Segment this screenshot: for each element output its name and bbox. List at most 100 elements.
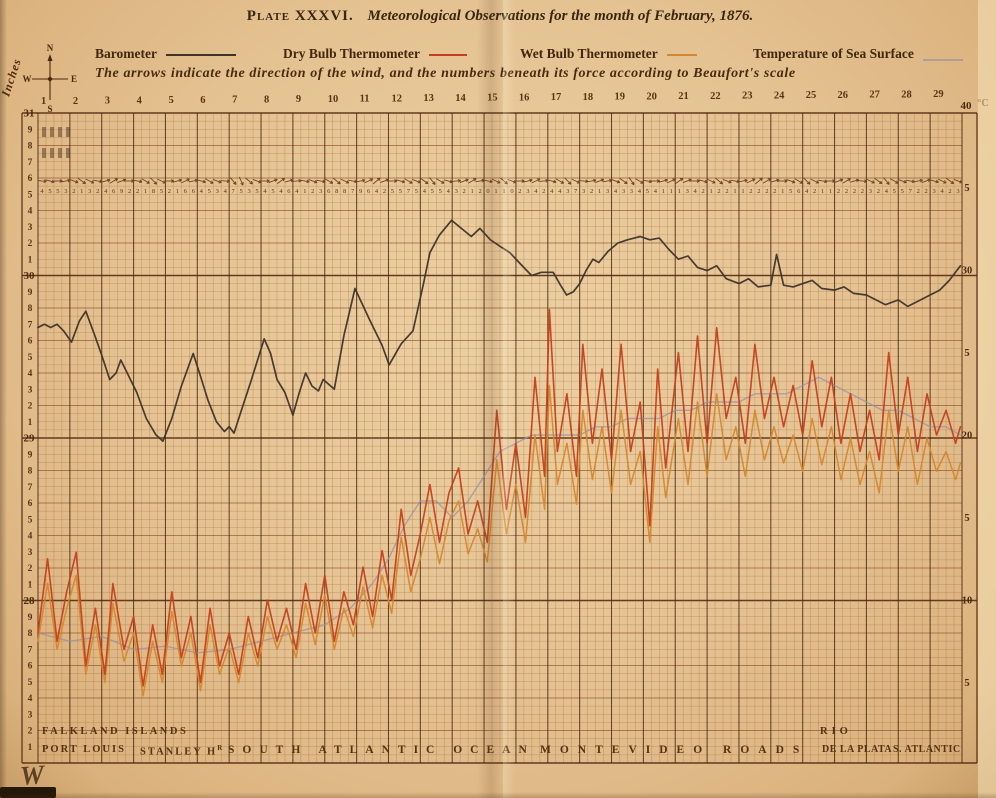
day-label: 25 bbox=[806, 90, 817, 101]
wind-direction-arrow-icon bbox=[459, 179, 469, 183]
day-label: 6 bbox=[200, 95, 205, 106]
illegible-marginalia bbox=[58, 148, 62, 158]
wind-arrow-head bbox=[131, 180, 135, 183]
illegible-marginalia bbox=[58, 127, 62, 137]
wind-direction-arrow-icon bbox=[666, 178, 676, 184]
wind-direction-arrow-icon bbox=[658, 179, 668, 183]
beaufort-force-number: 6 bbox=[797, 188, 801, 195]
wind-direction-arrow-icon bbox=[252, 179, 262, 183]
wind-direction-arrow-icon bbox=[404, 178, 413, 184]
left-axis-minor-label: 1 bbox=[28, 580, 33, 590]
dry-bulb-line-swatch bbox=[428, 53, 467, 56]
beaufort-force-number: 5 bbox=[439, 188, 442, 195]
wind-direction-arrow-icon bbox=[133, 179, 143, 183]
wind-arrow-head bbox=[67, 179, 71, 183]
wind-direction-arrow-icon bbox=[571, 178, 580, 184]
beaufort-force-number: 2 bbox=[463, 188, 466, 195]
wind-direction-arrow-icon bbox=[523, 179, 533, 183]
beaufort-force-number: 2 bbox=[877, 188, 880, 195]
left-axis-major-label: 30 bbox=[24, 270, 36, 282]
wind-arrow-head bbox=[370, 178, 374, 182]
wind-direction-arrow-icon bbox=[818, 179, 828, 183]
left-axis-minor-label: 9 bbox=[28, 450, 33, 460]
day-label: 24 bbox=[774, 90, 785, 101]
beaufort-force-number: 2 bbox=[478, 188, 481, 195]
compass-e: E bbox=[71, 74, 77, 84]
wind-direction-arrow-icon bbox=[277, 178, 285, 184]
wind-direction-arrow-icon bbox=[890, 178, 899, 184]
beaufort-force-number: 4 bbox=[614, 188, 618, 195]
wind-arrow-head bbox=[139, 181, 143, 184]
beaufort-force-number: 2 bbox=[701, 188, 704, 195]
beaufort-force-number: 4 bbox=[940, 188, 944, 195]
illegible-marginalia bbox=[42, 127, 46, 137]
left-axis-minor-label: 7 bbox=[28, 645, 33, 655]
right-axis-label: 10 bbox=[962, 596, 973, 607]
left-axis-minor-label: 8 bbox=[28, 467, 33, 477]
beaufort-force-number: 4 bbox=[550, 188, 554, 195]
wind-direction-arrow-icon bbox=[308, 179, 318, 183]
page-fold-highlight bbox=[503, 0, 515, 798]
wind-direction-arrow-icon bbox=[268, 179, 278, 183]
beaufort-force-number: 2 bbox=[749, 188, 752, 195]
wind-direction-arrow-icon bbox=[212, 179, 222, 183]
wind-direction-arrow-icon bbox=[564, 177, 572, 185]
beaufort-force-number: 2 bbox=[590, 188, 593, 195]
beaufort-force-number: 2 bbox=[837, 188, 840, 195]
beaufort-force-number: 1 bbox=[829, 188, 832, 195]
wind-direction-arrow-icon bbox=[937, 178, 947, 184]
day-label: 29 bbox=[933, 89, 944, 100]
beaufort-force-number: 2 bbox=[765, 188, 768, 195]
beaufort-force-number: 6 bbox=[367, 188, 371, 195]
wind-direction-arrow-icon bbox=[628, 177, 635, 185]
day-label: 14 bbox=[455, 93, 466, 104]
wind-arrow-head bbox=[322, 181, 326, 184]
left-axis-minor-label: 9 bbox=[28, 125, 33, 135]
wind-arrow-head bbox=[806, 182, 810, 185]
beaufort-force-number: 3 bbox=[216, 188, 219, 195]
wind-direction-arrow-icon bbox=[451, 180, 461, 182]
beaufort-force-number: 4 bbox=[447, 188, 451, 195]
series-wet-bulb-thermometer bbox=[37, 384, 962, 697]
wind-arrow-head bbox=[274, 179, 278, 183]
wind-arrow-head bbox=[601, 179, 605, 183]
wind-direction-arrow-icon bbox=[587, 179, 597, 183]
beaufort-force-number: 1 bbox=[303, 188, 306, 195]
beaufort-force-number: 2 bbox=[757, 188, 760, 195]
day-label: 28 bbox=[901, 89, 912, 100]
wind-note: The arrows indicate the direction of the… bbox=[95, 66, 796, 81]
left-axis-minor-label: 4 bbox=[28, 532, 33, 542]
beaufort-force-number: 6 bbox=[184, 188, 188, 195]
wind-arrow-head bbox=[432, 182, 436, 185]
wind-direction-arrow-icon bbox=[300, 179, 310, 183]
day-label: 15 bbox=[487, 93, 498, 104]
station-label: RIO bbox=[820, 726, 852, 737]
left-axis-major-label: 31 bbox=[24, 108, 35, 120]
beaufort-force-number: 7 bbox=[909, 188, 913, 195]
wind-direction-arrow-icon bbox=[229, 177, 237, 185]
wind-arrow-head bbox=[609, 179, 613, 183]
wind-arrow-head bbox=[226, 180, 230, 184]
wind-direction-arrow-icon bbox=[642, 179, 652, 183]
wind-arrow-head bbox=[466, 179, 469, 183]
illegible-marginalia bbox=[50, 127, 54, 137]
left-axis-minor-label: 8 bbox=[28, 629, 33, 639]
wind-arrow-head bbox=[378, 177, 381, 182]
page-corner-dark-blob bbox=[0, 787, 56, 798]
wind-arrow-head bbox=[545, 180, 549, 183]
legend-item-wet-bulb: Wet Bulb Thermometer bbox=[520, 46, 697, 62]
wind-direction-arrow-icon bbox=[547, 179, 557, 183]
wind-arrow-head bbox=[171, 180, 175, 183]
page-fold-shadow bbox=[477, 0, 505, 798]
left-axis-minor-label: 2 bbox=[28, 564, 33, 574]
wind-direction-arrow-icon bbox=[436, 178, 445, 184]
wind-direction-arrow-icon bbox=[635, 178, 644, 184]
beaufort-force-number: 1 bbox=[733, 188, 736, 195]
beaufort-force-number: 2 bbox=[917, 188, 920, 195]
beaufort-force-number: 3 bbox=[526, 188, 529, 195]
beaufort-force-number: 4 bbox=[558, 188, 562, 195]
wind-arrow-head bbox=[401, 181, 405, 184]
left-page-edge-shadow bbox=[0, 0, 7, 798]
beaufort-force-number: 2 bbox=[717, 188, 720, 195]
beaufort-force-number: 4 bbox=[104, 188, 108, 195]
